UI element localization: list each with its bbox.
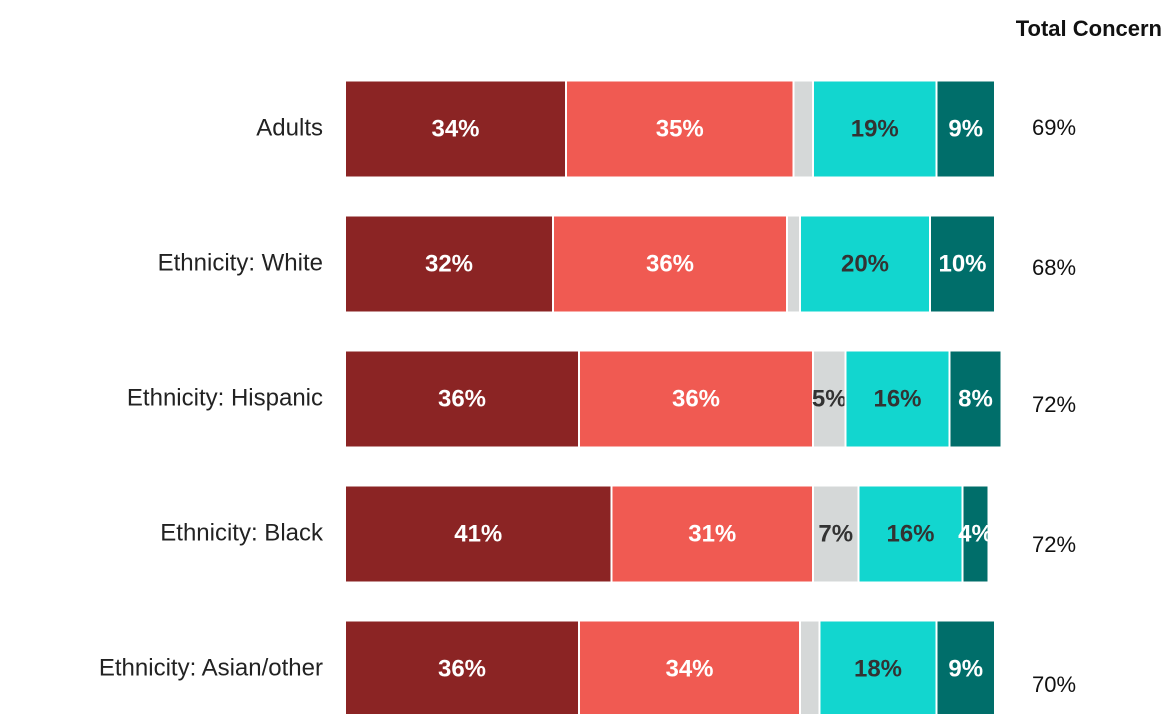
bar-segment	[948, 349, 1003, 449]
bar-segment	[344, 79, 567, 179]
bar-segment	[578, 619, 801, 714]
data-label: 8%	[958, 385, 993, 412]
bar-segment	[935, 79, 996, 179]
data-label: 10%	[938, 250, 986, 277]
data-label: 31%	[688, 520, 736, 547]
data-label: 32%	[425, 250, 473, 277]
bar-segment	[799, 619, 821, 714]
data-label: 34%	[665, 655, 713, 682]
bar-segment	[935, 619, 996, 714]
bar-segment	[344, 484, 613, 584]
data-label: 5%	[812, 385, 847, 412]
data-label: 36%	[646, 250, 694, 277]
category-label: Adults	[256, 114, 323, 141]
category-label: Ethnicity: Black	[160, 519, 324, 546]
data-label: 20%	[841, 250, 889, 277]
total-concern-value: 72%	[1032, 532, 1076, 557]
data-label: 16%	[886, 520, 934, 547]
bar-segment	[344, 349, 580, 449]
bar-segment	[565, 79, 795, 179]
bar-segment	[786, 214, 801, 314]
bar-segment	[344, 619, 580, 714]
data-label: 19%	[851, 115, 899, 142]
bar-segment	[812, 79, 938, 179]
category-label: Ethnicity: Hispanic	[127, 384, 323, 411]
bar-segment	[818, 619, 938, 714]
data-label: 36%	[438, 655, 486, 682]
total-concern-value: 70%	[1032, 672, 1076, 697]
bar-segment	[929, 214, 996, 314]
total-concern-title: Total Concern	[1016, 16, 1162, 41]
data-label: 36%	[672, 385, 720, 412]
bar-segment	[792, 79, 814, 179]
data-label: 16%	[873, 385, 921, 412]
bar-segment	[344, 214, 554, 314]
total-concern-value: 72%	[1032, 392, 1076, 417]
total-concern-value: 69%	[1032, 115, 1076, 140]
bar-segment	[552, 214, 788, 314]
bar-segment	[812, 484, 860, 584]
data-label: 9%	[948, 115, 983, 142]
data-label: 7%	[818, 520, 853, 547]
data-label: 9%	[948, 655, 983, 682]
total-concern-value: 68%	[1032, 255, 1076, 280]
data-label: 41%	[454, 520, 502, 547]
data-label: 35%	[656, 115, 704, 142]
bar-segment	[844, 349, 951, 449]
data-label: 34%	[431, 115, 479, 142]
category-label: Ethnicity: Asian/other	[99, 654, 323, 681]
data-label: 4%	[958, 520, 993, 547]
bar-segment	[578, 349, 814, 449]
bar-segment	[961, 484, 990, 584]
bar-segment	[857, 484, 964, 584]
category-label: Ethnicity: White	[158, 249, 323, 276]
bar-segment	[799, 214, 931, 314]
data-label: 36%	[438, 385, 486, 412]
data-label: 18%	[854, 655, 902, 682]
